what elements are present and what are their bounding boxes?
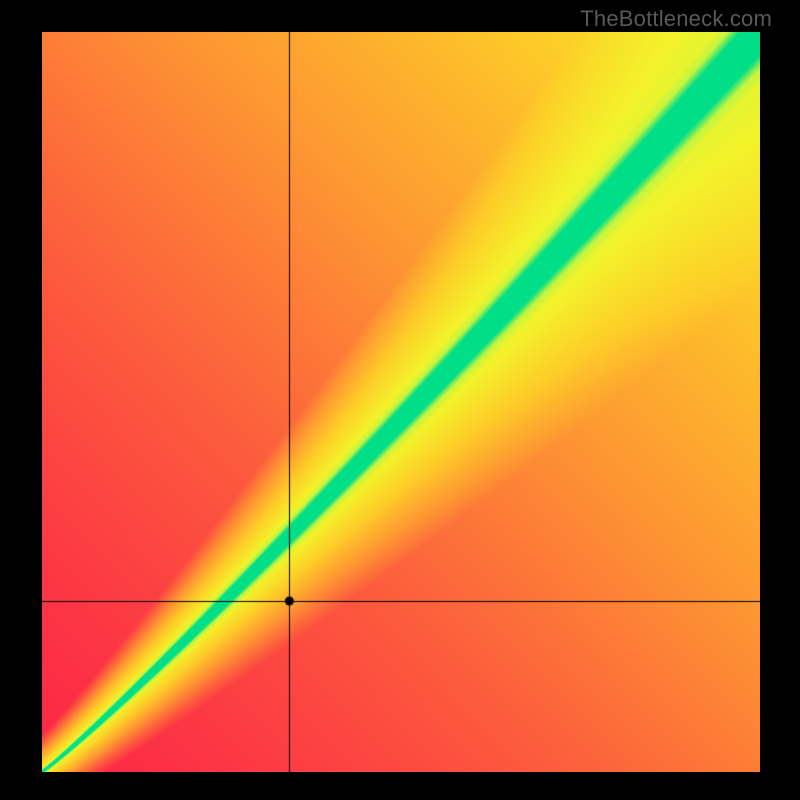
heatmap-canvas (42, 32, 760, 772)
heatmap-plot-area (42, 32, 760, 772)
chart-container: TheBottleneck.com (0, 0, 800, 800)
watermark-text: TheBottleneck.com (580, 6, 772, 32)
